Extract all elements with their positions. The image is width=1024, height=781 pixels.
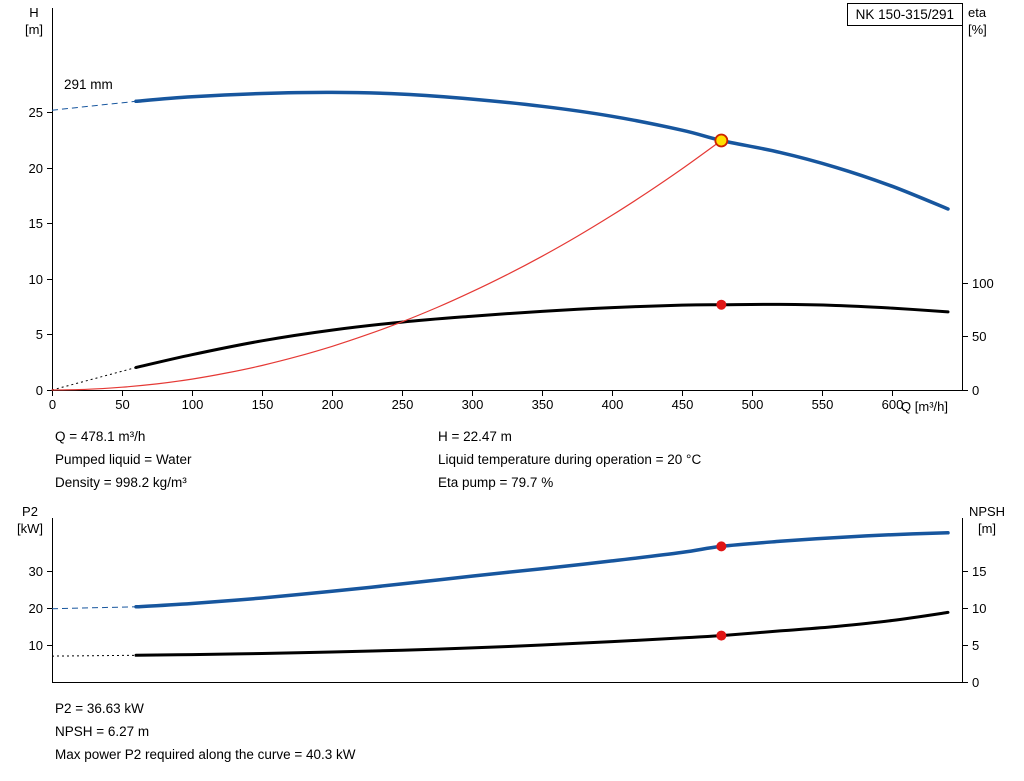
p2-npsh-chart[interactable]: 10 20 30 0 5 10 15 <box>29 518 987 690</box>
p2-axis-title: P2 [kW] <box>10 503 50 537</box>
result-line-density: Density = 998.2 kg/m³ <box>55 475 187 490</box>
p2-axis-title-symbol: P2 <box>22 504 38 519</box>
tick-label: 500 <box>742 397 764 412</box>
eta-axis-title-symbol: eta <box>968 5 987 20</box>
tick-label: 5 <box>972 638 979 653</box>
q-axis-title: Q [m³/h] <box>901 399 948 414</box>
tick-label: 20 <box>29 161 43 176</box>
tick-label: 50 <box>115 397 129 412</box>
tick-label: 10 <box>29 638 43 653</box>
tick-label: 100 <box>182 397 204 412</box>
result-line-maxpower: Max power P2 required along the curve = … <box>55 747 356 762</box>
result-line-p2: P2 = 36.63 kW <box>55 701 144 716</box>
tick-label: 350 <box>532 397 554 412</box>
tick-label: 600 <box>882 397 904 412</box>
eta-axis-title: eta [%] <box>968 4 1014 38</box>
h-axis-title-symbol: H <box>29 5 39 20</box>
tick-label: 50 <box>972 329 986 344</box>
h-axis-title-unit: [m] <box>24 22 44 37</box>
result-line-liquid: Pumped liquid = Water <box>55 452 192 467</box>
tick-label: 250 <box>392 397 414 412</box>
result-line-q: Q = 478.1 m³/h <box>55 429 146 444</box>
p2-axis-title-unit: [kW] <box>17 521 43 536</box>
result-line-npsh: NPSH = 6.27 m <box>55 724 150 739</box>
p2-curve <box>134 531 950 609</box>
head-curve-291mm <box>134 90 950 211</box>
tick-label: 15 <box>972 564 986 579</box>
tick-label: 10 <box>29 272 43 287</box>
tick-label: 150 <box>252 397 274 412</box>
tick-label: 0 <box>972 383 979 398</box>
result-line-temp: Liquid temperature during operation = 20… <box>438 452 702 467</box>
power-results: P2 = 36.63 kW NPSH = 6.27 m Max power P2… <box>55 697 356 766</box>
result-line-h: H = 22.47 m <box>438 429 512 444</box>
head-curve-291mm-lead <box>51 100 137 111</box>
p2-curve-lead <box>51 606 137 610</box>
duty-marker-dot <box>716 541 727 552</box>
pump-type-label: NK 150-315/291 <box>846 3 963 26</box>
tick-label: 25 <box>29 105 43 120</box>
tick-label: 200 <box>322 397 344 412</box>
duty-results-right: H = 22.47 m Liquid temperature during op… <box>438 425 701 494</box>
duty-marker-dot <box>716 630 727 641</box>
tick-label: 100 <box>972 276 994 291</box>
npsh-axis-title-symbol: NPSH <box>968 504 1006 519</box>
tick-label: 15 <box>29 216 43 231</box>
tick-label: 450 <box>672 397 694 412</box>
npsh-curve-lead <box>51 654 137 657</box>
npsh-curve <box>134 610 950 657</box>
duty-results-left: Q = 478.1 m³/h Pumped liquid = Water Den… <box>55 425 191 494</box>
eta-pump-curve <box>134 302 950 369</box>
duty-point-marker[interactable] <box>714 133 729 148</box>
tick-label: 0 <box>36 383 43 398</box>
eta-axis-title-unit: [%] <box>968 22 987 37</box>
tick-label: 10 <box>972 601 986 616</box>
duty-marker-dot <box>716 299 727 310</box>
tick-label: 5 <box>36 327 43 342</box>
result-line-eta: Eta pump = 79.7 % <box>438 475 554 490</box>
npsh-axis-title: NPSH [m] <box>961 503 1013 537</box>
tick-label: 400 <box>602 397 624 412</box>
h-axis-title: H [m] <box>14 4 54 38</box>
tick-label: 550 <box>812 397 834 412</box>
system-curve <box>51 139 722 391</box>
npsh-axis-title-unit: [m] <box>977 521 997 536</box>
tick-label: 20 <box>29 601 43 616</box>
tick-label: 0 <box>972 675 979 690</box>
tick-label: 0 <box>49 397 56 412</box>
impeller-diameter-label: 291 mm <box>64 77 113 92</box>
tick-label: 300 <box>462 397 484 412</box>
tick-label: 30 <box>29 564 43 579</box>
